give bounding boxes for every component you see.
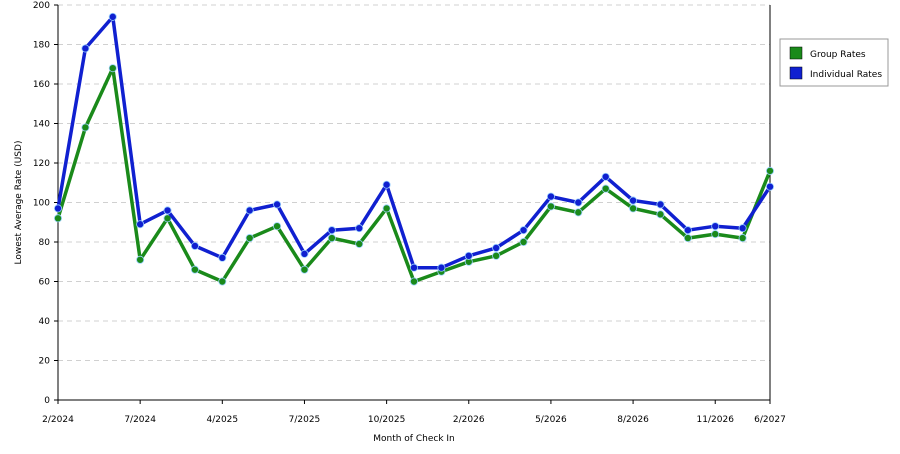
- data-point: [766, 182, 775, 191]
- legend: Group Rates Individual Rates: [779, 38, 889, 87]
- data-point: [601, 172, 610, 181]
- data-point: [355, 224, 364, 233]
- x-tick-label: 2/2024: [42, 415, 74, 425]
- y-tick-label: 40: [39, 317, 51, 327]
- x-tick-label: 6/2027: [754, 415, 786, 425]
- data-point: [656, 210, 665, 219]
- data-point: [382, 180, 391, 189]
- data-point: [519, 237, 528, 246]
- data-point: [218, 253, 227, 262]
- x-tick-label: 2/2026: [453, 415, 485, 425]
- data-point: [136, 220, 145, 229]
- data-point: [683, 226, 692, 235]
- data-point: [738, 224, 747, 233]
- data-point: [108, 12, 117, 21]
- x-tick-label: 7/2025: [289, 415, 321, 425]
- data-point: [546, 202, 555, 211]
- data-point: [574, 198, 583, 207]
- data-point: [711, 222, 720, 231]
- data-point: [54, 214, 63, 223]
- x-tick-label: 4/2025: [206, 415, 238, 425]
- y-tick-label: 20: [39, 357, 51, 367]
- x-tick-label: 10/2025: [368, 415, 405, 425]
- data-point: [81, 123, 90, 132]
- legend-label-individual-rates: Individual Rates: [810, 70, 882, 80]
- x-tick-label: 11/2026: [697, 415, 735, 425]
- data-point: [519, 226, 528, 235]
- data-point: [629, 204, 638, 213]
- data-point: [81, 44, 90, 53]
- x-axis-title: Month of Check In: [373, 434, 455, 444]
- grid-lines: [58, 4, 770, 361]
- legend-swatch-individual-rates: [789, 66, 803, 80]
- data-point: [656, 200, 665, 209]
- data-point: [190, 265, 199, 274]
- data-point: [163, 214, 172, 223]
- data-point: [273, 222, 282, 231]
- legend-label-group-rates: Group Rates: [810, 50, 866, 60]
- data-point: [601, 184, 610, 193]
- x-tick-label: 8/2026: [617, 415, 649, 425]
- data-point: [355, 239, 364, 248]
- legend-swatch-group-rates: [789, 46, 803, 60]
- y-tick-label: 60: [39, 278, 51, 288]
- data-point: [54, 204, 63, 213]
- data-point: [711, 230, 720, 239]
- y-axis-title: Lowest Average Rate (USD): [14, 141, 24, 265]
- data-point: [382, 204, 391, 213]
- data-point: [327, 234, 336, 243]
- data-point: [492, 243, 501, 252]
- data-point: [409, 263, 418, 272]
- data-point: [574, 208, 583, 217]
- series-group: [54, 12, 775, 286]
- y-tick-label: 160: [33, 80, 50, 90]
- y-tick-label: 80: [39, 238, 51, 248]
- series-line: [56, 15, 772, 270]
- data-point: [273, 200, 282, 209]
- data-point: [245, 206, 254, 215]
- axis-ticks: 0 20 40 60 80 100 120 140 160 180 200 2/2024 7/2024 4…: [33, 1, 786, 425]
- data-point: [437, 263, 446, 272]
- data-point: [327, 226, 336, 235]
- y-tick-label: 0: [44, 396, 50, 406]
- data-point: [245, 234, 254, 243]
- series-individual-rates: [54, 12, 775, 272]
- data-point: [108, 64, 117, 73]
- data-point: [683, 234, 692, 243]
- data-point: [738, 234, 747, 243]
- y-tick-label: 100: [33, 199, 50, 209]
- data-point: [163, 206, 172, 215]
- x-tick-label: 5/2026: [535, 415, 567, 425]
- data-point: [629, 196, 638, 205]
- y-tick-label: 180: [33, 41, 50, 51]
- y-tick-label: 140: [33, 120, 50, 130]
- data-point: [766, 166, 775, 175]
- data-point: [409, 277, 418, 286]
- y-tick-label: 120: [33, 159, 50, 169]
- data-point: [218, 277, 227, 286]
- data-point: [492, 251, 501, 260]
- data-point: [136, 255, 145, 264]
- series-group-rates: [54, 64, 775, 286]
- data-point: [300, 265, 309, 274]
- data-point: [190, 241, 199, 250]
- data-point: [546, 192, 555, 201]
- series-line: [56, 66, 772, 284]
- data-point: [300, 249, 309, 258]
- x-tick-label: 7/2024: [124, 415, 156, 425]
- data-point: [464, 251, 473, 260]
- y-tick-label: 200: [33, 1, 50, 11]
